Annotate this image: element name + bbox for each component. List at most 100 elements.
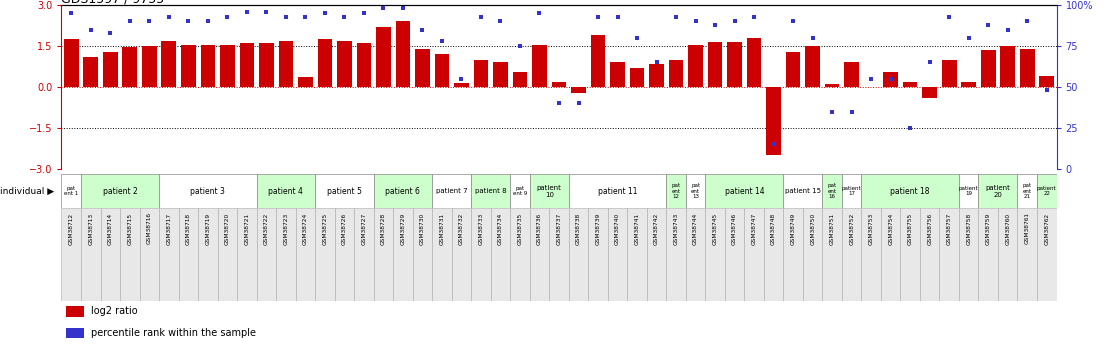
- Bar: [825, 84, 840, 87]
- FancyBboxPatch shape: [939, 208, 959, 302]
- FancyBboxPatch shape: [159, 174, 257, 208]
- Text: GSM38716: GSM38716: [146, 213, 152, 245]
- Bar: [610, 62, 625, 87]
- Text: GSM38723: GSM38723: [283, 213, 288, 245]
- FancyBboxPatch shape: [218, 208, 237, 302]
- Text: patient 6: patient 6: [386, 187, 420, 196]
- Text: GSM38732: GSM38732: [459, 213, 464, 245]
- Text: patient 15: patient 15: [785, 188, 821, 194]
- FancyBboxPatch shape: [315, 208, 334, 302]
- Bar: [708, 42, 722, 87]
- Text: GSM38751: GSM38751: [830, 213, 835, 245]
- Bar: [689, 45, 703, 87]
- Text: GSM38730: GSM38730: [420, 213, 425, 245]
- FancyBboxPatch shape: [1017, 174, 1038, 208]
- Point: [531, 10, 549, 16]
- FancyBboxPatch shape: [276, 208, 295, 302]
- FancyBboxPatch shape: [685, 208, 705, 302]
- Bar: [1020, 49, 1034, 87]
- FancyBboxPatch shape: [120, 208, 140, 302]
- FancyBboxPatch shape: [510, 174, 530, 208]
- Point: [647, 60, 665, 65]
- Text: GSM38731: GSM38731: [439, 213, 445, 245]
- FancyBboxPatch shape: [66, 306, 84, 317]
- Point: [394, 6, 411, 11]
- Bar: [376, 27, 390, 87]
- Text: patient
17: patient 17: [842, 186, 862, 196]
- Bar: [357, 43, 371, 87]
- Text: GSM38759: GSM38759: [986, 213, 991, 245]
- Text: patient 11: patient 11: [598, 187, 637, 196]
- FancyBboxPatch shape: [803, 208, 823, 302]
- Point: [823, 109, 841, 115]
- FancyBboxPatch shape: [334, 208, 354, 302]
- Bar: [629, 68, 644, 87]
- Bar: [278, 41, 293, 87]
- Text: GSM38753: GSM38753: [869, 213, 873, 245]
- Point: [1018, 19, 1036, 24]
- FancyBboxPatch shape: [198, 208, 218, 302]
- Text: GSM38739: GSM38739: [596, 213, 600, 245]
- Bar: [318, 39, 332, 87]
- Point: [277, 14, 295, 19]
- Bar: [669, 60, 683, 87]
- Point: [901, 125, 919, 131]
- FancyBboxPatch shape: [627, 208, 647, 302]
- FancyBboxPatch shape: [724, 208, 745, 302]
- Text: GSM38752: GSM38752: [850, 213, 854, 245]
- FancyBboxPatch shape: [569, 174, 666, 208]
- Bar: [239, 43, 254, 87]
- Text: GSM38734: GSM38734: [498, 213, 503, 245]
- Bar: [844, 62, 859, 87]
- Text: GSM38746: GSM38746: [732, 213, 737, 245]
- FancyBboxPatch shape: [433, 208, 452, 302]
- Text: GSM38722: GSM38722: [264, 213, 268, 245]
- Bar: [123, 47, 138, 87]
- Text: GSM38728: GSM38728: [381, 213, 386, 245]
- Text: GSM38712: GSM38712: [68, 213, 74, 245]
- Text: patient
22: patient 22: [1036, 186, 1057, 196]
- Point: [589, 14, 607, 19]
- Point: [141, 19, 159, 24]
- Text: GSM38733: GSM38733: [479, 213, 483, 245]
- Text: GSM38737: GSM38737: [557, 213, 561, 245]
- Text: GSM38717: GSM38717: [167, 213, 171, 245]
- FancyBboxPatch shape: [140, 208, 159, 302]
- Text: GSM38738: GSM38738: [576, 213, 581, 245]
- Bar: [590, 35, 605, 87]
- Point: [843, 109, 861, 115]
- FancyBboxPatch shape: [257, 174, 315, 208]
- FancyBboxPatch shape: [784, 174, 823, 208]
- Bar: [474, 60, 489, 87]
- FancyBboxPatch shape: [705, 208, 724, 302]
- FancyBboxPatch shape: [61, 208, 80, 302]
- Text: GSM38760: GSM38760: [1005, 213, 1011, 245]
- Text: GSM38729: GSM38729: [400, 213, 406, 245]
- FancyBboxPatch shape: [588, 208, 608, 302]
- Point: [726, 19, 743, 24]
- Point: [765, 142, 783, 147]
- FancyBboxPatch shape: [920, 208, 939, 302]
- FancyBboxPatch shape: [530, 208, 549, 302]
- Bar: [161, 41, 177, 87]
- Text: pat
ent
21: pat ent 21: [1023, 183, 1032, 199]
- Bar: [1001, 46, 1015, 87]
- Bar: [551, 82, 567, 87]
- Point: [121, 19, 139, 24]
- Point: [998, 27, 1016, 32]
- Point: [414, 27, 432, 32]
- Point: [959, 35, 977, 41]
- FancyBboxPatch shape: [179, 208, 198, 302]
- FancyBboxPatch shape: [998, 208, 1017, 302]
- FancyBboxPatch shape: [823, 208, 842, 302]
- Point: [667, 14, 685, 19]
- Point: [472, 14, 490, 19]
- Bar: [200, 45, 215, 87]
- Bar: [805, 46, 819, 87]
- Text: GSM38719: GSM38719: [206, 213, 210, 245]
- Text: GSM38757: GSM38757: [947, 213, 951, 245]
- Text: GSM38714: GSM38714: [107, 213, 113, 245]
- Text: patient 14: patient 14: [724, 187, 765, 196]
- Bar: [454, 83, 468, 87]
- Point: [199, 19, 217, 24]
